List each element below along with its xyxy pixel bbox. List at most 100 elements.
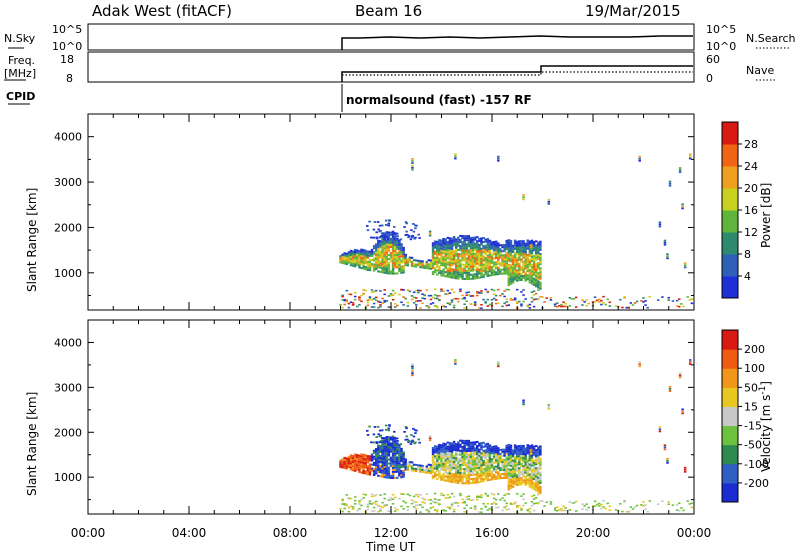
velocity-cell [454, 469, 458, 472]
velocity-cell [513, 472, 517, 475]
power-cell [675, 299, 679, 302]
velocity-cell [497, 361, 500, 364]
power-cell [446, 271, 450, 274]
power-cell [375, 265, 378, 268]
power-cell [532, 269, 536, 272]
power-cell [380, 232, 384, 235]
power-cell [490, 243, 494, 246]
power-cell [534, 279, 538, 282]
power-cell [421, 266, 424, 269]
power-cell [461, 253, 464, 256]
velocity-cell [380, 429, 384, 432]
power-cell [421, 297, 424, 299]
velocity-cell [440, 450, 443, 453]
power-cell [366, 304, 370, 307]
velocity-cell [351, 459, 355, 462]
colorbar-swatch [722, 406, 738, 427]
power-cell [379, 305, 382, 308]
power-cell [450, 262, 454, 265]
power-cell [438, 257, 441, 260]
power-cell [509, 274, 513, 277]
velocity-cell [469, 449, 473, 452]
velocity-cell [383, 505, 386, 508]
velocity-cell [505, 456, 508, 459]
velocity-cell [345, 503, 349, 506]
power-cell [461, 263, 464, 266]
power-cell [345, 289, 349, 292]
power-cell [678, 298, 681, 300]
velocity-cell [431, 471, 435, 474]
power-cell [484, 240, 487, 243]
power-cell [436, 305, 439, 307]
velocity-cell [545, 501, 548, 503]
power-cell [528, 264, 532, 268]
power-cell [406, 289, 410, 291]
velocity-cell [532, 453, 536, 456]
velocity-cell [507, 484, 511, 487]
velocity-cell [471, 471, 475, 474]
velocity-cell [530, 484, 534, 487]
power-cell [501, 244, 504, 247]
x-tick-label: 08:00 [273, 526, 308, 540]
velocity-cell [368, 473, 372, 476]
velocity-cell [486, 475, 490, 478]
velocity-cell [360, 504, 363, 507]
velocity-cell [499, 469, 502, 472]
velocity-colorbar-label-main: Velocity [m s [759, 395, 773, 472]
power-cell [503, 268, 506, 271]
power-cell [418, 237, 421, 239]
power-cell [465, 265, 468, 268]
velocity-cell [438, 474, 441, 477]
power-cell [539, 255, 542, 258]
velocity-cell [539, 489, 542, 492]
velocity-cell [528, 453, 532, 456]
colorbar-tick-label: -200 [744, 477, 769, 490]
velocity-cell [377, 510, 380, 513]
power-cell [356, 249, 359, 252]
power-cell [396, 264, 399, 267]
power-cell [522, 260, 525, 263]
power-cell [509, 252, 513, 255]
velocity-cell [400, 474, 403, 477]
velocity-cell [379, 457, 382, 460]
velocity-cell [440, 468, 443, 471]
power-cell [452, 274, 456, 277]
velocity-cell [452, 440, 456, 443]
velocity-cell [393, 468, 397, 471]
power-cell [494, 263, 498, 266]
power-cell [391, 250, 395, 253]
velocity-cell [688, 361, 692, 363]
power-cell [343, 252, 346, 255]
power-cell [478, 239, 481, 242]
power-cell [471, 255, 475, 258]
power-cell [425, 305, 429, 307]
velocity-cell [364, 470, 367, 473]
velocity-cell [486, 502, 490, 505]
power-cell [351, 258, 355, 261]
velocity-cell [539, 475, 542, 478]
velocity-cell [478, 480, 481, 483]
velocity-cell [368, 457, 372, 460]
power-cell [520, 248, 523, 251]
power-cell [532, 281, 536, 284]
power-cell [492, 265, 496, 268]
velocity-cell [503, 450, 506, 453]
velocity-cell [433, 461, 437, 464]
power-cell [457, 248, 460, 251]
power-cell [372, 267, 376, 270]
power-cell [486, 268, 490, 271]
power-cell [433, 305, 437, 307]
velocity-cell [678, 502, 681, 505]
power-cell [503, 248, 506, 251]
nsearch-tick-top: 10^5 [706, 23, 736, 36]
power-cell [461, 245, 464, 248]
power-cell [375, 263, 378, 266]
power-cell [391, 270, 395, 273]
power-cell [423, 294, 426, 296]
power-cell [398, 259, 401, 262]
velocity-cell [440, 458, 443, 461]
velocity-cell [526, 472, 530, 475]
power-cell [381, 250, 384, 253]
power-cell [353, 292, 357, 294]
power-cell [442, 264, 445, 267]
